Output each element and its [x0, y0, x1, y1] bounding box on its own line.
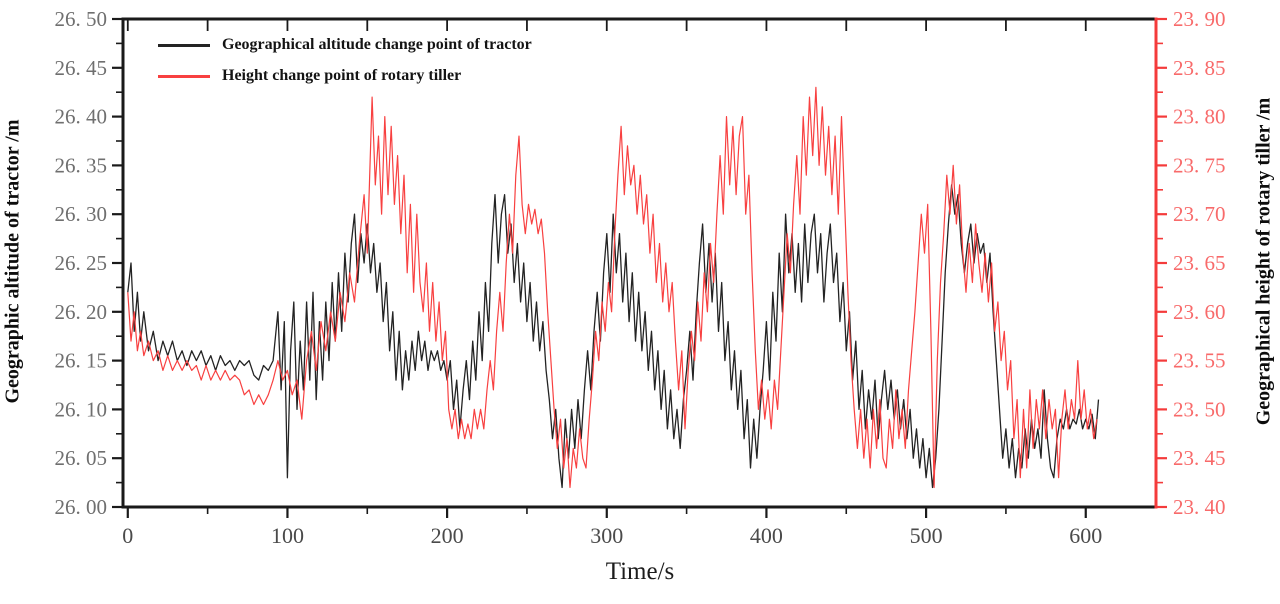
- right-axis-title: Geographical height of rotary tiller /m: [1252, 97, 1275, 426]
- tick-label: 26. 15: [55, 349, 108, 373]
- legend-label: Geographical altitude change point of tr…: [222, 36, 532, 53]
- tick-label: 26. 05: [55, 446, 108, 470]
- tick-label: 23. 60: [1173, 300, 1226, 324]
- tick-label: 23. 55: [1173, 349, 1226, 373]
- legend: Geographical altitude change point of tr…: [158, 36, 532, 85]
- tick-label: 23. 65: [1173, 251, 1226, 275]
- x-axis-title: Time/s: [605, 558, 675, 585]
- tick-label: 23. 70: [1173, 202, 1226, 226]
- tick-label: 26. 00: [55, 495, 108, 519]
- tick-label: 26. 25: [55, 251, 108, 275]
- tick-label: 23. 45: [1173, 446, 1226, 470]
- right-axis-ticks: 23. 40 23. 45 23. 50 23. 55 23. 60 23. 65 23. …: [1157, 7, 1226, 519]
- plot-frame: [121, 17, 1158, 509]
- left-axis-title: Geographic altitude of tractor /m: [1, 119, 24, 404]
- tick-label: 600: [1069, 523, 1102, 548]
- x-axis-ticks: 0 100 200 300 400 500 600: [122, 20, 1102, 548]
- tick-label: 300: [590, 523, 623, 548]
- legend-label: Height change point of rotary tiller: [222, 67, 462, 84]
- tick-label: 26. 40: [55, 105, 108, 129]
- tick-label: 26. 35: [55, 153, 108, 177]
- black-line-swatch: [158, 43, 210, 47]
- tick-label: 400: [750, 523, 783, 548]
- tick-label: 0: [122, 523, 133, 548]
- tick-label: 100: [271, 523, 304, 548]
- tick-label: 26. 30: [55, 202, 108, 226]
- red-line-swatch: [158, 74, 210, 78]
- tick-label: 500: [910, 523, 943, 548]
- legend-item-rotary-tiller: Height change point of rotary tiller: [158, 67, 532, 85]
- tick-label: 23. 50: [1173, 397, 1226, 421]
- tick-label: 23. 90: [1173, 7, 1226, 31]
- tick-label: 26. 20: [55, 300, 108, 324]
- tick-label: 26. 45: [55, 56, 108, 80]
- tick-label: 26. 10: [55, 397, 108, 421]
- series-lines: [127, 86, 1100, 489]
- tick-label: 200: [431, 523, 464, 548]
- series-line-0: [127, 184, 1100, 489]
- legend-item-tractor: Geographical altitude change point of tr…: [158, 36, 532, 54]
- tick-label: 23. 80: [1173, 105, 1226, 129]
- tick-label: 23. 40: [1173, 495, 1226, 519]
- tick-label: 26. 50: [55, 7, 108, 31]
- tick-label: 23. 85: [1173, 56, 1226, 80]
- series-line-1: [127, 86, 1098, 489]
- tick-label: 23. 75: [1173, 153, 1226, 177]
- left-axis-ticks: 26. 00 26. 05 26. 10 26. 15 26. 20 26. 25 26. …: [55, 7, 122, 519]
